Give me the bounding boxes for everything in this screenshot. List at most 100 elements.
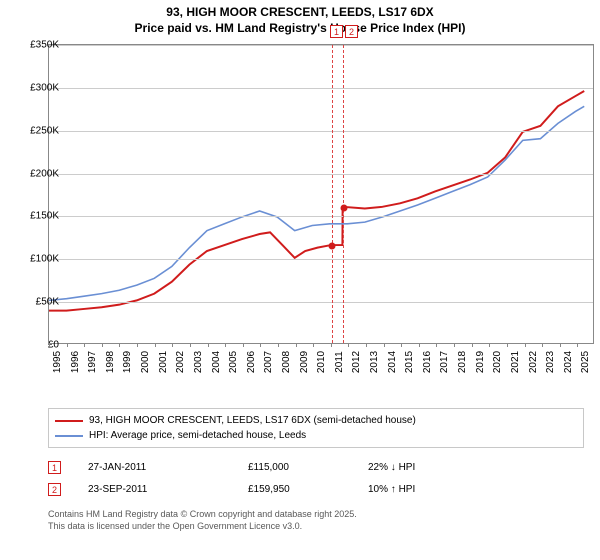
x-tick [296, 343, 297, 347]
x-axis-label: 2004 [211, 351, 222, 373]
event-band [332, 45, 344, 343]
x-tick [49, 343, 50, 347]
legend-label: HPI: Average price, semi-detached house,… [89, 428, 306, 443]
gridline-h [49, 174, 593, 175]
gridline-h [49, 88, 593, 89]
series-line-price_paid [49, 91, 584, 311]
x-tick [401, 343, 402, 347]
event-markers-top: 12 [330, 25, 358, 38]
event-row: 2 23-SEP-2011£159,95010% ↑ HPI [48, 478, 584, 500]
x-tick [577, 343, 578, 347]
x-axis-label: 2007 [263, 351, 274, 373]
x-axis-label: 1995 [52, 351, 63, 373]
x-axis-label: 2023 [545, 351, 556, 373]
series-line-hpi [49, 106, 584, 300]
x-tick [331, 343, 332, 347]
event-marker: 1 [330, 25, 343, 38]
legend-row: 93, HIGH MOOR CRESCENT, LEEDS, LS17 6DX … [55, 413, 577, 428]
x-axis-label: 1999 [122, 351, 133, 373]
x-tick [507, 343, 508, 347]
x-tick [102, 343, 103, 347]
x-axis-label: 1996 [70, 351, 81, 373]
x-axis-label: 2005 [228, 351, 239, 373]
x-tick [84, 343, 85, 347]
x-axis-label: 2013 [369, 351, 380, 373]
x-axis-label: 2020 [492, 351, 503, 373]
y-axis-label: £300K [15, 82, 59, 93]
x-axis-label: 2024 [563, 351, 574, 373]
y-axis-label: £50K [15, 297, 59, 308]
event-price: £115,000 [248, 462, 368, 473]
x-axis-label: 2018 [457, 351, 468, 373]
chart-container: 93, HIGH MOOR CRESCENT, LEEDS, LS17 6DX … [0, 0, 600, 560]
x-tick [525, 343, 526, 347]
x-axis-label: 1998 [105, 351, 116, 373]
gridline-h [49, 45, 593, 46]
x-axis-label: 2000 [140, 351, 151, 373]
x-axis-label: 2019 [475, 351, 486, 373]
legend-swatch [55, 420, 83, 422]
x-tick [489, 343, 490, 347]
event-hpi-delta: 10% ↑ HPI [368, 484, 488, 495]
y-axis-label: £150K [15, 211, 59, 222]
y-axis-label: £0 [15, 340, 59, 351]
x-tick [67, 343, 68, 347]
x-axis-label: 2021 [510, 351, 521, 373]
x-axis-label: 2022 [528, 351, 539, 373]
x-tick [155, 343, 156, 347]
x-axis-label: 2001 [158, 351, 169, 373]
y-axis-label: £250K [15, 125, 59, 136]
x-tick [260, 343, 261, 347]
event-index-marker: 2 [48, 483, 61, 496]
title-block: 93, HIGH MOOR CRESCENT, LEEDS, LS17 6DX … [0, 0, 600, 36]
event-index-marker: 1 [48, 461, 61, 474]
x-tick [137, 343, 138, 347]
x-axis-label: 2008 [281, 351, 292, 373]
y-axis-label: £350K [15, 40, 59, 51]
events-table: 127-JAN-2011£115,00022% ↓ HPI223-SEP-201… [48, 456, 584, 500]
x-tick [454, 343, 455, 347]
event-price: £159,950 [248, 484, 368, 495]
event-marker: 2 [345, 25, 358, 38]
x-axis-label: 2016 [422, 351, 433, 373]
x-tick [419, 343, 420, 347]
x-tick [366, 343, 367, 347]
x-axis-label: 2002 [175, 351, 186, 373]
gridline-h [49, 216, 593, 217]
legend-row: HPI: Average price, semi-detached house,… [55, 428, 577, 443]
x-axis-label: 2017 [439, 351, 450, 373]
gridline-h [49, 259, 593, 260]
x-tick [208, 343, 209, 347]
x-axis-label: 2012 [351, 351, 362, 373]
x-tick [172, 343, 173, 347]
legend-label: 93, HIGH MOOR CRESCENT, LEEDS, LS17 6DX … [89, 413, 416, 428]
event-date: 27-JAN-2011 [88, 462, 248, 473]
x-tick [384, 343, 385, 347]
x-axis-label: 2003 [193, 351, 204, 373]
sale-point [340, 204, 347, 211]
y-axis-label: £100K [15, 254, 59, 265]
x-tick [278, 343, 279, 347]
x-axis-label: 2014 [387, 351, 398, 373]
footer-line-1: Contains HM Land Registry data © Crown c… [48, 508, 584, 520]
x-axis-label: 2009 [299, 351, 310, 373]
line-series-svg [49, 45, 593, 343]
event-date: 23-SEP-2011 [88, 484, 248, 495]
x-tick [472, 343, 473, 347]
sale-point [329, 243, 336, 250]
event-row: 127-JAN-2011£115,00022% ↓ HPI [48, 456, 584, 478]
title-line-1: 93, HIGH MOOR CRESCENT, LEEDS, LS17 6DX [0, 4, 600, 20]
gridline-h [49, 131, 593, 132]
footer-line-2: This data is licensed under the Open Gov… [48, 520, 584, 532]
x-tick [190, 343, 191, 347]
x-axis-label: 2006 [246, 351, 257, 373]
x-axis-label: 2010 [316, 351, 327, 373]
x-axis-label: 2011 [334, 351, 345, 373]
y-axis-label: £200K [15, 168, 59, 179]
legend-swatch [55, 435, 83, 437]
x-tick [243, 343, 244, 347]
x-tick [436, 343, 437, 347]
x-tick [313, 343, 314, 347]
x-tick [542, 343, 543, 347]
title-line-2: Price paid vs. HM Land Registry's House … [0, 20, 600, 36]
